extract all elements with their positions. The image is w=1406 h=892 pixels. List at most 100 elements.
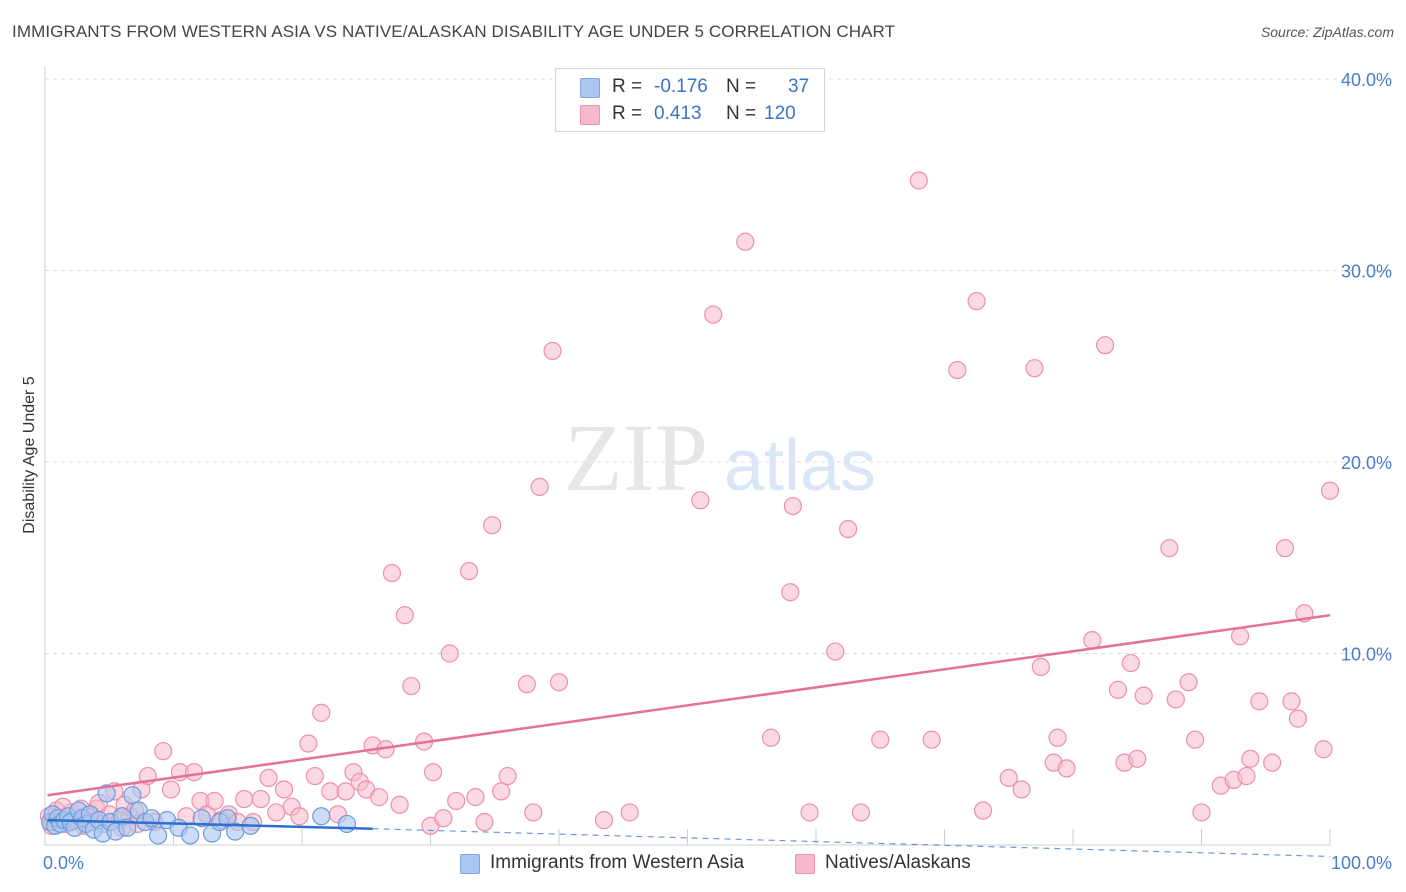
western-asia-trend-line: [47, 818, 373, 830]
natives-alaskans-point: [1048, 728, 1067, 747]
legend-n-value: 120: [764, 103, 796, 124]
legend-n-value: 37: [788, 76, 810, 97]
natives-alaskans-point: [290, 807, 309, 826]
natives-alaskans-point: [1263, 753, 1282, 772]
natives-alaskans-point: [161, 780, 181, 799]
western-asia-point: [123, 786, 142, 805]
natives-alaskans-point: [459, 562, 479, 581]
western-asia-trend-extension: [372, 828, 1331, 858]
watermark-atlas: atlas: [724, 426, 876, 506]
legend-n-label: N =: [726, 76, 757, 97]
natives-alaskans-point: [267, 803, 286, 822]
natives-alaskans-point: [761, 728, 781, 747]
natives-alaskans-point: [826, 642, 845, 661]
legend-row-western-asia: R = -0.176 N = 37: [556, 74, 824, 100]
chart-title: IMMIGRANTS FROM WESTERN ASIA VS NATIVE/A…: [12, 22, 896, 41]
natives-alaskans-point: [691, 491, 710, 510]
natives-alaskans-point: [154, 742, 173, 761]
natives-alaskans-point: [390, 795, 409, 814]
y-tick-label: 20.0%: [1341, 453, 1392, 473]
natives-alaskans-point: [498, 766, 517, 786]
natives-alaskans-point: [594, 811, 614, 830]
natives-alaskans-point: [1160, 539, 1179, 558]
natives-alaskans-point: [466, 788, 485, 807]
natives-alaskans-point: [299, 734, 318, 753]
natives-alaskans-point: [909, 171, 928, 190]
natives-alaskans-point: [524, 803, 543, 822]
legend-r-value: -0.176: [654, 76, 708, 97]
bottom-legend-label: Immigrants from Western Asia: [490, 852, 745, 873]
legend-r-value: 0.413: [654, 103, 702, 124]
natives-alaskans-point: [483, 516, 502, 535]
natives-alaskans-point: [336, 782, 355, 801]
natives-alaskans-point: [1288, 709, 1307, 728]
legend-row-natives-alaskans: R = 0.413 N = 120: [556, 101, 824, 127]
natives-alaskans-point: [1096, 336, 1115, 355]
natives-alaskans-point: [492, 782, 511, 801]
natives-alaskans-point: [205, 791, 224, 811]
natives-alaskans-point: [1230, 627, 1250, 646]
legend-r-label: R =: [612, 103, 643, 124]
natives-alaskans-point: [1250, 692, 1269, 711]
natives-alaskans-point: [1025, 359, 1044, 378]
natives-alaskans-point: [1012, 780, 1031, 799]
chart-source: Source: ZipAtlas.com: [1260, 24, 1394, 40]
natives-alaskans-point: [395, 606, 414, 625]
natives-alaskans-point: [251, 789, 270, 809]
natives-alaskans-point: [274, 780, 294, 799]
natives-alaskans-point: [1314, 740, 1333, 759]
natives-alaskans-point: [1166, 690, 1185, 709]
natives-alaskans-point: [1237, 766, 1256, 786]
natives-alaskans-point: [800, 803, 819, 822]
y-tick-label: 10.0%: [1341, 645, 1392, 665]
trend-lines: [47, 613, 1331, 858]
western-asia-point: [337, 814, 357, 834]
natives-alaskans-point: [235, 789, 254, 809]
natives-alaskans-point: [1185, 730, 1205, 749]
western-asia-point: [192, 809, 211, 828]
natives-alaskans-point: [423, 763, 443, 782]
natives-alaskans-point: [973, 801, 993, 820]
natives-alaskans-point: [871, 730, 890, 749]
x-tick-label: 100.0%: [1331, 853, 1392, 873]
natives-alaskans-point: [321, 782, 340, 801]
natives-alaskans-point: [530, 477, 549, 496]
natives-alaskans-point: [1108, 680, 1128, 699]
natives-alaskans-point: [305, 766, 324, 786]
x-tick-label: 0.0%: [43, 853, 84, 873]
natives-alaskans-point: [440, 644, 459, 663]
natives-alaskans-point: [259, 768, 278, 788]
natives-alaskans-point: [1179, 673, 1198, 692]
natives-alaskans-point: [1275, 539, 1295, 558]
natives-alaskans-point: [736, 232, 755, 251]
natives-alaskans-point: [447, 791, 466, 811]
legend-n-label: N =: [726, 103, 757, 124]
natives-alaskans-point: [851, 803, 871, 822]
legend-r-label: R =: [612, 76, 643, 97]
natives-alaskans-point: [370, 788, 389, 807]
y-tick-label: 30.0%: [1341, 262, 1392, 282]
tick-labels: 10.0% 20.0% 30.0% 40.0% 0.0% 100.0%: [43, 70, 1392, 873]
y-axis-label: Disability Age Under 5: [21, 376, 38, 534]
western-asia-point: [218, 809, 237, 828]
natives-alaskans-point: [1121, 653, 1140, 673]
natives-alaskans-point: [1128, 749, 1147, 768]
natives-alaskans-trend-line: [47, 613, 1331, 797]
natives-alaskans-point: [543, 341, 562, 361]
natives-alaskans-point: [783, 496, 802, 516]
bottom-legend-swatch-pink: [795, 854, 815, 874]
axes: [44, 66, 1330, 846]
western-asia-point: [97, 784, 116, 803]
watermark-zip: ZIP: [564, 404, 708, 511]
natives-alaskans-point: [402, 676, 421, 696]
natives-alaskans-point: [922, 730, 941, 749]
natives-alaskans-point: [967, 292, 986, 311]
natives-alaskans-point: [1083, 630, 1102, 650]
natives-alaskans-point: [312, 703, 331, 722]
legend-swatch-blue: [580, 78, 600, 98]
natives-alaskans-point: [475, 812, 494, 832]
natives-alaskans-point: [434, 809, 453, 828]
natives-alaskans-point: [948, 360, 967, 380]
natives-alaskans-point: [781, 583, 800, 602]
